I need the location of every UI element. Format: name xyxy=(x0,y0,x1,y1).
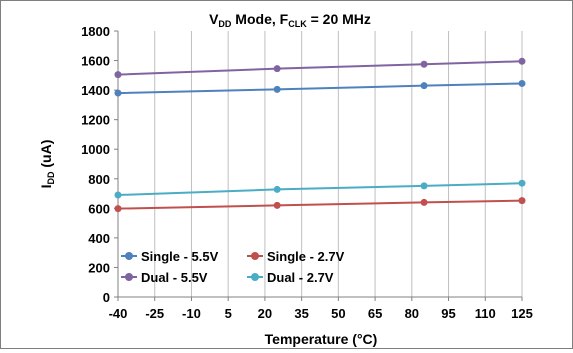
data-point xyxy=(420,60,428,68)
vertical-gridlines xyxy=(154,31,523,297)
series-1 xyxy=(114,197,526,213)
series-line xyxy=(117,199,523,210)
data-point xyxy=(114,89,122,97)
y-axis-label: IDD (uA) xyxy=(38,140,56,189)
legend-label: Single - 5.5V xyxy=(141,249,219,264)
legend: Single - 5.5V Single - 2.7V Dual - 5.5V Dua… xyxy=(121,249,345,285)
series-layer xyxy=(114,57,526,213)
data-point xyxy=(114,205,122,213)
y-tick-label: 1400 xyxy=(81,83,110,98)
legend-entry: Dual - 2.7V xyxy=(247,270,334,285)
x-tick-label: 20 xyxy=(258,306,272,321)
y-tick-label: 600 xyxy=(88,201,110,216)
legend-label: Dual - 2.7V xyxy=(267,270,334,285)
legend-entry: Single - 5.5V xyxy=(121,249,219,264)
legend-entry: Dual - 5.5V xyxy=(121,270,208,285)
x-tick-label: 50 xyxy=(331,306,345,321)
x-tick-label: -40 xyxy=(109,306,128,321)
legend-swatch-marker xyxy=(251,252,259,260)
data-point xyxy=(420,182,428,190)
x-tick-label: 125 xyxy=(511,306,533,321)
data-point xyxy=(518,79,526,87)
y-tick-labels: 0 200 400 600 800 1000 1200 1400 1600 1800 xyxy=(81,24,110,305)
legend-swatch-marker xyxy=(125,252,133,260)
series-0 xyxy=(114,79,526,97)
x-tick-labels: -40 -25 -10 5 20 35 50 65 80 95 110 125 xyxy=(109,306,533,321)
data-point xyxy=(518,197,526,205)
series-3 xyxy=(114,179,526,199)
x-tick-label: 95 xyxy=(441,306,455,321)
legend-swatch-marker xyxy=(251,273,259,281)
legend-label: Single - 2.7V xyxy=(267,249,345,264)
data-point xyxy=(273,85,281,93)
data-point xyxy=(518,57,526,65)
y-tick-label: 1200 xyxy=(81,113,110,128)
chart-title: VDD Mode, FCLK = 20 MHz xyxy=(209,11,371,29)
data-point xyxy=(420,198,428,206)
y-tick-label: 1600 xyxy=(81,54,110,69)
data-point xyxy=(420,82,428,90)
x-tick-label: 5 xyxy=(225,306,232,321)
series-2 xyxy=(114,57,526,79)
x-tick-label: -10 xyxy=(182,306,201,321)
data-point xyxy=(273,65,281,73)
data-point xyxy=(273,185,281,193)
x-axis-label: Temperature (°C) xyxy=(265,331,378,347)
x-tick-label: 65 xyxy=(368,306,382,321)
series-line xyxy=(117,60,523,76)
data-point xyxy=(114,191,122,199)
y-tick-label: 1000 xyxy=(81,142,110,157)
y-tick-label: 1800 xyxy=(81,24,110,39)
series-line xyxy=(117,82,523,95)
legend-swatch-marker xyxy=(125,273,133,281)
x-tick-label: 80 xyxy=(405,306,419,321)
series-line xyxy=(117,182,523,197)
y-tick-label: 400 xyxy=(88,231,110,246)
data-point xyxy=(114,71,122,79)
chart: VDD Mode, FCLK = 20 MHz 0 200 400 600 800 100… xyxy=(38,11,533,347)
y-tick-label: 800 xyxy=(88,172,110,187)
y-tick-label: 200 xyxy=(88,260,110,275)
data-point xyxy=(273,201,281,209)
y-tick-label: 0 xyxy=(103,290,110,305)
data-point xyxy=(518,179,526,187)
legend-entry: Single - 2.7V xyxy=(247,249,345,264)
legend-label: Dual - 5.5V xyxy=(141,270,208,285)
x-tick-label: -25 xyxy=(145,306,164,321)
x-tick-label: 110 xyxy=(475,306,496,321)
x-tick-label: 35 xyxy=(294,306,308,321)
